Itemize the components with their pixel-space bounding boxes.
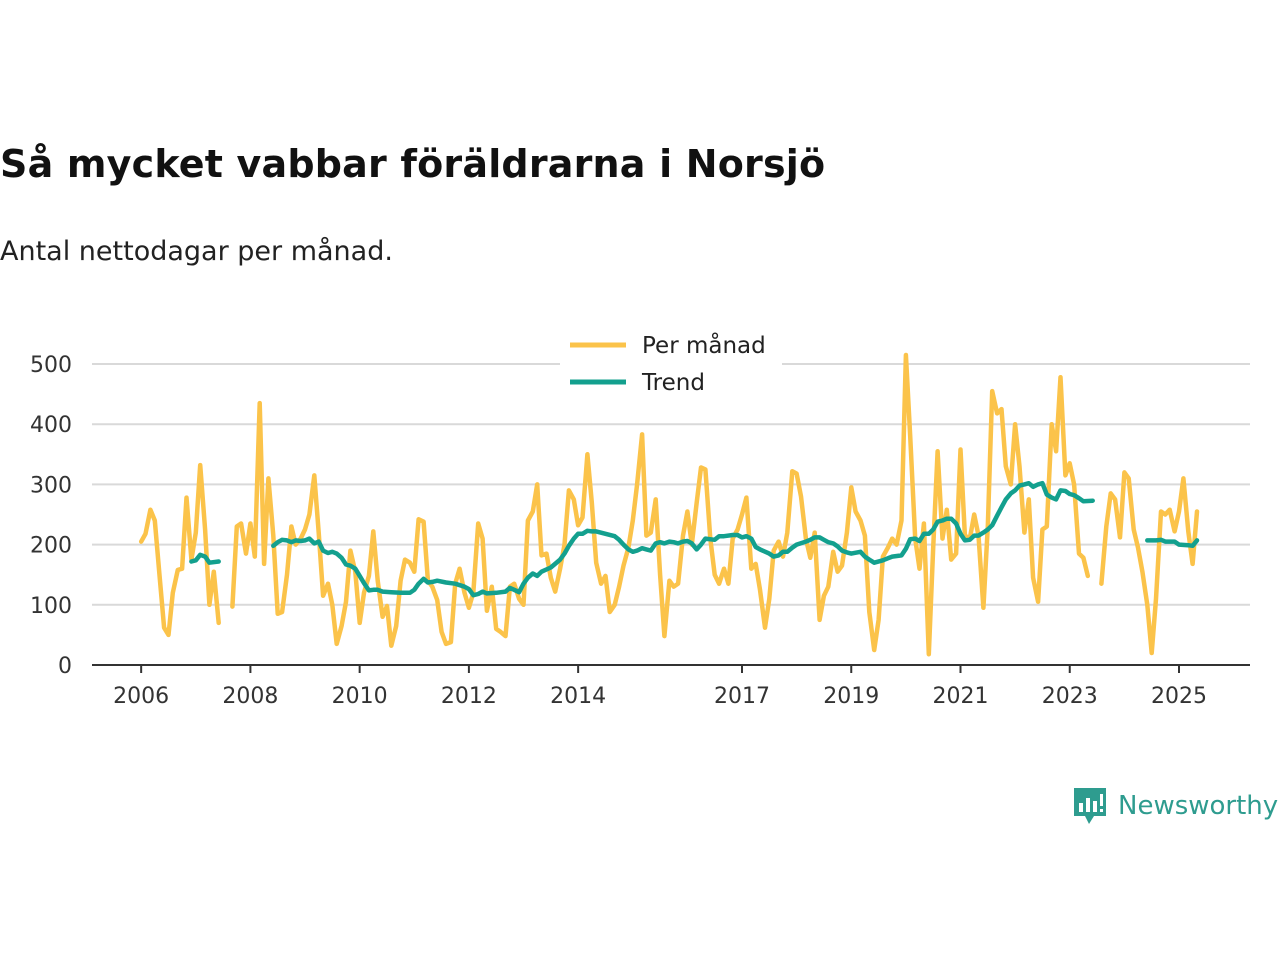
x-tick-label: 2010: [332, 684, 388, 709]
newsworthy-logo: Newsworthy: [1072, 786, 1278, 826]
x-tick-label: 2012: [441, 684, 497, 709]
y-tick-label: 200: [30, 534, 72, 559]
per-manad-line-segment-3: [1099, 470, 1200, 656]
legend-background: [560, 327, 782, 401]
series-trend: [189, 480, 1200, 598]
x-tick-label: 2025: [1151, 684, 1207, 709]
chart-subtitle: Antal nettodagar per månad.: [0, 236, 393, 267]
legend: Per månad Trend: [560, 327, 782, 401]
y-tick-label: 0: [58, 654, 72, 679]
chart-title: Så mycket vabbar föräldrarna i Norsjö: [0, 142, 826, 186]
y-tick-label: 500: [30, 353, 72, 378]
trend-line-segment-2: [271, 480, 1095, 598]
legend-label-per-manad: Per månad: [642, 331, 766, 359]
x-tick-label: 2021: [933, 684, 989, 709]
newsworthy-chart-icon: [1074, 788, 1106, 824]
y-tick-label: 300: [30, 473, 72, 498]
x-tick-label: 2006: [113, 684, 169, 709]
trend-line-segment-1: [189, 552, 221, 565]
x-tick-label: 2014: [550, 684, 606, 709]
y-axis-ticks: 0 100 200 300 400 500: [30, 353, 72, 679]
x-tick-label: 2023: [1042, 684, 1098, 709]
y-tick-label: 400: [30, 413, 72, 438]
legend-label-trend: Trend: [641, 370, 705, 396]
brand-name: Newsworthy: [1118, 791, 1279, 821]
x-tick-label: 2019: [823, 684, 879, 709]
x-tick-label: 2008: [222, 684, 278, 709]
y-tick-label: 100: [30, 594, 72, 619]
trend-line-segment-3: [1145, 537, 1200, 549]
x-tick-label: 2017: [714, 684, 770, 709]
x-axis: 2006 2008 2010 2012 2014 2017 2019 2021 2023 2025: [92, 664, 1250, 709]
per-manad-line-segment-1: [138, 462, 221, 638]
